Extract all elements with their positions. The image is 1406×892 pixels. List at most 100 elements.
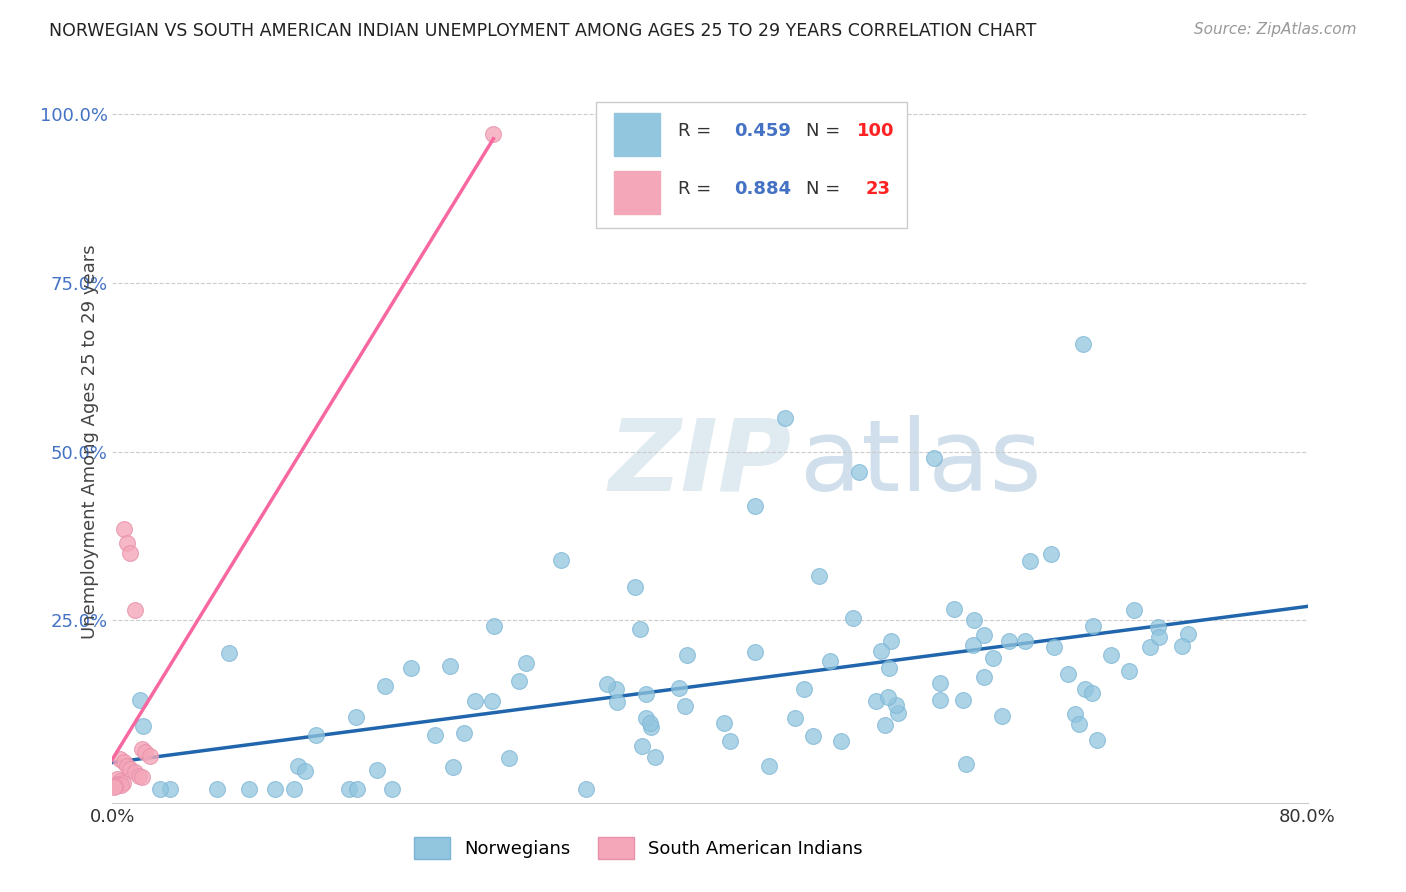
Text: N =: N = <box>806 122 845 140</box>
Point <box>886 706 908 721</box>
Point <box>159 782 181 797</box>
Point <box>865 693 887 707</box>
Point <box>1073 682 1095 697</box>
Point <box>1064 706 1087 721</box>
Point <box>1042 640 1064 655</box>
Point <box>131 741 153 756</box>
Point <box>515 656 537 670</box>
Point <box>205 782 228 797</box>
Point <box>634 687 657 701</box>
Point <box>482 619 505 633</box>
Point <box>922 451 945 466</box>
Point <box>1067 716 1090 731</box>
Point <box>848 465 870 479</box>
Point <box>464 694 486 708</box>
Point <box>423 728 446 742</box>
Point <box>149 782 172 797</box>
Point <box>366 763 388 777</box>
Point <box>439 658 461 673</box>
Point <box>108 752 131 766</box>
Point <box>218 646 240 660</box>
Point <box>877 690 900 705</box>
Point <box>596 677 619 691</box>
Point <box>636 711 658 725</box>
Point <box>117 758 139 772</box>
Text: Source: ZipAtlas.com: Source: ZipAtlas.com <box>1194 22 1357 37</box>
Point <box>114 756 135 770</box>
Point <box>605 682 627 697</box>
Point <box>879 661 901 675</box>
Point <box>928 676 950 690</box>
Point <box>744 645 766 659</box>
Point <box>955 757 977 772</box>
Point <box>998 633 1021 648</box>
Point <box>498 751 520 765</box>
Point <box>952 693 974 707</box>
Point <box>381 782 404 797</box>
Text: R =: R = <box>678 179 717 198</box>
Point <box>668 681 690 695</box>
Point <box>718 734 741 748</box>
Point <box>942 602 965 616</box>
Point <box>131 770 153 784</box>
Point <box>139 748 162 763</box>
Point <box>1177 627 1199 641</box>
Point <box>374 680 396 694</box>
Point <box>287 759 309 773</box>
Point <box>108 774 131 789</box>
Point <box>481 694 503 708</box>
Point <box>114 522 135 536</box>
Point <box>120 546 142 560</box>
Text: NORWEGIAN VS SOUTH AMERICAN INDIAN UNEMPLOYMENT AMONG AGES 25 TO 29 YEARS CORREL: NORWEGIAN VS SOUTH AMERICAN INDIAN UNEMP… <box>49 22 1036 40</box>
Legend: Norwegians, South American Indians: Norwegians, South American Indians <box>406 830 870 866</box>
Point <box>344 710 367 724</box>
Point <box>962 613 984 627</box>
Point <box>1085 733 1108 747</box>
Point <box>973 670 995 684</box>
Point <box>624 580 647 594</box>
Text: atlas: atlas <box>800 415 1042 512</box>
Point <box>793 682 815 697</box>
Point <box>801 729 824 743</box>
Point <box>1057 667 1080 681</box>
Point <box>973 628 995 642</box>
Point <box>962 638 984 652</box>
Point <box>675 648 697 662</box>
Point <box>773 411 796 425</box>
Point <box>873 718 896 732</box>
Point <box>758 759 780 773</box>
Point <box>294 764 316 778</box>
Point <box>830 733 852 747</box>
Point <box>124 765 146 780</box>
Point <box>283 782 305 797</box>
Point <box>928 692 950 706</box>
Point <box>744 499 766 513</box>
Point <box>1039 547 1062 561</box>
Point <box>880 633 903 648</box>
Point <box>1118 665 1140 679</box>
Point <box>124 603 146 617</box>
Point <box>337 782 360 797</box>
Point <box>638 715 661 730</box>
Point <box>783 711 806 725</box>
Point <box>1139 640 1161 654</box>
Point <box>841 610 863 624</box>
Point <box>117 536 139 550</box>
Point <box>1147 620 1170 634</box>
Y-axis label: Unemployment Among Ages 25 to 29 years: Unemployment Among Ages 25 to 29 years <box>80 244 98 639</box>
Text: 0.884: 0.884 <box>734 179 792 198</box>
Point <box>120 762 142 776</box>
Point <box>1081 686 1104 700</box>
Point <box>550 552 572 566</box>
Point <box>105 772 128 787</box>
Point <box>238 782 260 797</box>
Point <box>105 777 128 791</box>
Point <box>508 673 530 688</box>
Point <box>134 745 156 759</box>
Point <box>103 780 125 794</box>
Point <box>640 720 662 734</box>
FancyBboxPatch shape <box>596 102 907 228</box>
Point <box>628 623 651 637</box>
Text: 23: 23 <box>866 179 890 198</box>
Point <box>401 661 423 675</box>
